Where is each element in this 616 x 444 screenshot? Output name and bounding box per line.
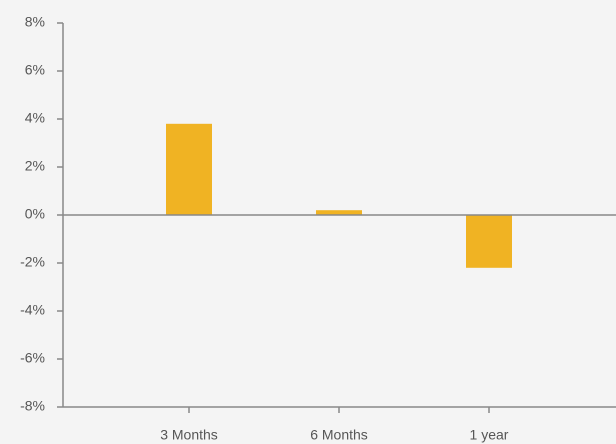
x-tick-label: 3 Months — [160, 427, 218, 443]
y-tick-label: 0% — [25, 206, 45, 222]
bar — [316, 210, 362, 215]
y-tick-label: -2% — [20, 254, 45, 270]
x-tick-label: 1 year — [470, 427, 509, 443]
y-tick-label: 8% — [25, 14, 45, 30]
y-tick-label: 4% — [25, 110, 45, 126]
y-tick-label: 2% — [25, 158, 45, 174]
bar — [166, 123, 212, 215]
y-tick-label: -4% — [20, 302, 45, 318]
y-tick-label: -6% — [20, 350, 45, 366]
y-tick-label: 6% — [25, 62, 45, 78]
y-tick-label: -8% — [20, 398, 45, 414]
bar — [466, 215, 512, 268]
x-tick-label: 6 Months — [310, 427, 368, 443]
